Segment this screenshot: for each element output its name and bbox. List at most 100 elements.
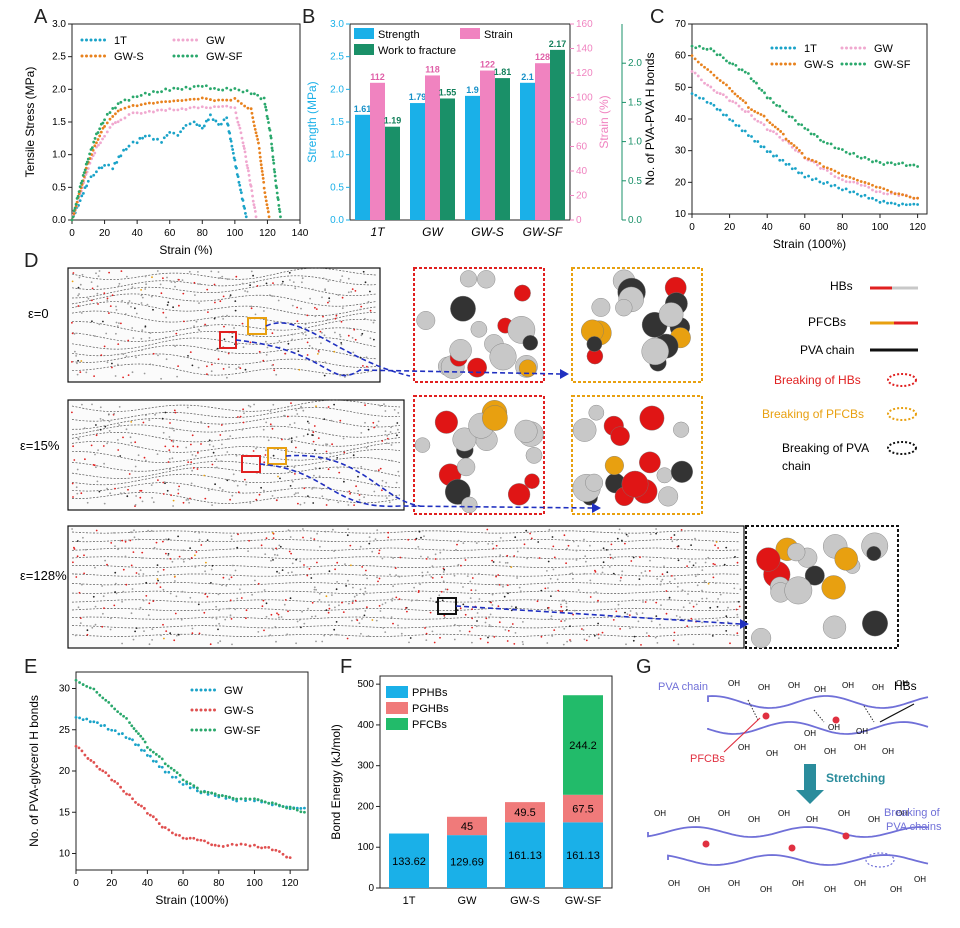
atom xyxy=(316,532,318,535)
atom xyxy=(635,612,638,614)
data-point xyxy=(93,151,97,155)
atom xyxy=(454,623,456,626)
atom xyxy=(304,323,307,326)
atom xyxy=(619,579,622,582)
atom xyxy=(280,616,283,618)
atom xyxy=(211,504,214,506)
atom xyxy=(72,445,74,448)
atom xyxy=(666,571,669,574)
dashed-arrow xyxy=(235,339,561,377)
atom xyxy=(230,576,233,579)
atom xyxy=(276,570,278,573)
atom xyxy=(234,300,237,302)
atom xyxy=(75,576,78,578)
atom xyxy=(83,554,85,557)
data-point xyxy=(225,116,229,120)
atom xyxy=(71,332,74,335)
atom xyxy=(349,544,352,547)
data-point xyxy=(897,203,901,207)
atom-sphere xyxy=(862,610,888,637)
data-point xyxy=(265,114,269,118)
atom xyxy=(696,626,699,628)
oh-label: OH xyxy=(824,885,836,894)
legend-swatch xyxy=(204,688,207,692)
atom xyxy=(395,596,398,599)
atom xyxy=(438,594,441,597)
atom xyxy=(80,312,83,314)
atom xyxy=(297,502,299,505)
atom xyxy=(656,642,659,644)
atom xyxy=(399,556,402,559)
oh-label: OH xyxy=(718,809,730,818)
atom xyxy=(563,534,566,537)
atom xyxy=(326,318,329,321)
atom xyxy=(429,611,432,614)
atom xyxy=(141,500,144,503)
bar xyxy=(385,126,400,220)
y-tick-label: 60 xyxy=(675,51,687,62)
atom xyxy=(166,304,169,306)
data-point xyxy=(143,749,146,753)
atom xyxy=(274,553,276,556)
data-point xyxy=(750,135,753,138)
atom xyxy=(377,580,379,583)
atom xyxy=(295,446,297,449)
atom xyxy=(277,299,280,302)
panel-label-g: G xyxy=(636,656,652,678)
data-point xyxy=(878,161,882,164)
atom xyxy=(121,299,124,302)
atom-sphere xyxy=(670,460,693,483)
atom xyxy=(81,583,83,586)
atom xyxy=(156,270,159,272)
data-point xyxy=(709,102,713,105)
atom xyxy=(103,462,105,465)
legend-swatch xyxy=(858,46,862,50)
legend-swatch xyxy=(199,708,203,712)
atom xyxy=(373,426,375,429)
atom xyxy=(333,403,335,406)
atom xyxy=(279,545,282,548)
data-point xyxy=(889,161,893,165)
legend-label: Work to fracture xyxy=(378,45,456,57)
data-point xyxy=(262,186,266,190)
atom xyxy=(584,555,587,558)
atom xyxy=(302,528,304,530)
data-point xyxy=(233,87,237,90)
data-point xyxy=(882,192,886,195)
atom xyxy=(506,554,509,557)
data-point xyxy=(160,100,163,104)
data-point xyxy=(904,194,908,198)
atom xyxy=(122,568,125,571)
atom xyxy=(135,312,138,315)
atom-sphere xyxy=(449,339,472,362)
data-point xyxy=(230,144,234,148)
data-point xyxy=(139,734,143,738)
atom xyxy=(536,600,539,603)
atom xyxy=(378,552,380,555)
atom xyxy=(334,317,337,320)
atom xyxy=(274,489,277,492)
atom xyxy=(231,494,234,497)
atom xyxy=(475,625,478,628)
atom xyxy=(697,573,699,576)
data-point xyxy=(222,118,226,122)
atom xyxy=(180,618,183,621)
legend-swatch xyxy=(85,38,88,42)
data-point xyxy=(164,87,168,91)
atom xyxy=(316,561,318,564)
atom xyxy=(364,573,366,576)
atom xyxy=(608,566,611,568)
category-label: GW-SF xyxy=(523,225,563,239)
atom xyxy=(118,282,121,285)
atom xyxy=(197,603,200,606)
data-point xyxy=(175,771,179,775)
data-point xyxy=(775,104,778,107)
data-point xyxy=(132,727,136,730)
atom xyxy=(86,629,89,632)
atom xyxy=(311,434,313,436)
atom xyxy=(502,585,504,588)
data-point xyxy=(188,786,192,790)
atom xyxy=(188,501,191,504)
atom xyxy=(311,488,313,490)
data-point xyxy=(295,806,299,810)
